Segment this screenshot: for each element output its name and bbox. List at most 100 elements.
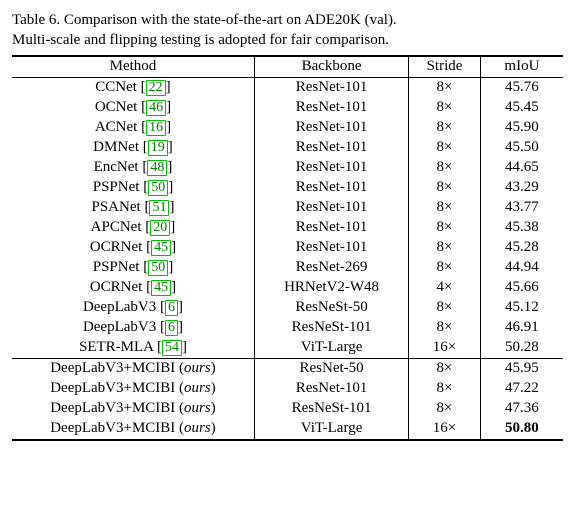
cell-stride: 8× [409,318,481,338]
cell-stride: 8× [409,77,481,98]
cell-backbone: ResNet-101 [254,77,408,98]
citation-link[interactable]: 19 [148,140,168,156]
cell-backbone: ResNet-101 [254,158,408,178]
cell-backbone: ViT-Large [254,338,408,359]
cell-backbone: ResNet-269 [254,258,408,278]
method-name: DMNet [93,139,143,155]
cell-method: DMNet [19] [12,138,254,158]
cell-method: DeepLabV3 [6] [12,318,254,338]
col-header-method: Method [12,56,254,78]
cell-stride: 8× [409,178,481,198]
table-row: DeepLabV3+MCIBI (ours)ResNeSt-1018×47.36 [12,399,563,419]
cell-method: DeepLabV3+MCIBI (ours) [12,419,254,440]
citation-link[interactable]: 54 [162,340,182,356]
citation-link[interactable]: 45 [151,280,171,296]
cell-miou: 47.22 [480,379,563,399]
caption-line-2: Multi-scale and flipping testing is adop… [12,32,389,48]
cell-miou: 45.45 [480,98,563,118]
cell-miou: 45.28 [480,238,563,258]
citation-link[interactable]: 45 [151,240,171,256]
cell-method: OCRNet [45] [12,278,254,298]
method-name: DeepLabV3 [83,299,160,315]
cell-stride: 8× [409,258,481,278]
table-row: DeepLabV3+MCIBI (ours)ViT-Large16×50.80 [12,419,563,440]
table-row: CCNet [22]ResNet-1018×45.76 [12,77,563,98]
method-name: OCNet [95,99,141,115]
method-name: PSPNet [93,259,143,275]
cell-miou: 47.36 [480,399,563,419]
cell-method: DeepLabV3+MCIBI (ours) [12,399,254,419]
col-header-miou: mIoU [480,56,563,78]
ours-label: ours [184,420,211,436]
citation-link[interactable]: 6 [165,300,178,316]
method-name: DeepLabV3+MCIBI ( [50,360,184,376]
table-row: DeepLabV3 [6]ResNeSt-1018×46.91 [12,318,563,338]
cell-stride: 8× [409,98,481,118]
citation-link[interactable]: 51 [149,200,169,216]
cell-backbone: ResNeSt-101 [254,399,408,419]
citation-link[interactable]: 20 [150,220,170,236]
table-row: OCRNet [45]ResNet-1018×45.28 [12,238,563,258]
cell-stride: 8× [409,138,481,158]
cell-backbone: ResNet-101 [254,118,408,138]
cell-backbone: ResNet-101 [254,98,408,118]
cell-backbone: ResNet-101 [254,238,408,258]
table-row: OCRNet [45]HRNetV2-W484×45.66 [12,278,563,298]
ours-label: ours [184,380,211,396]
cell-method: DeepLabV3 [6] [12,298,254,318]
cell-stride: 8× [409,118,481,138]
cell-stride: 8× [409,238,481,258]
cell-miou: 45.38 [480,218,563,238]
method-name: OCRNet [90,239,146,255]
method-name: OCRNet [90,279,146,295]
citation-link[interactable]: 22 [146,80,166,96]
cell-backbone: ResNet-101 [254,178,408,198]
table-row: DeepLabV3 [6]ResNeSt-508×45.12 [12,298,563,318]
method-name: APCNet [91,219,146,235]
citation-link[interactable]: 48 [147,160,167,176]
table-header-row: Method Backbone Stride mIoU [12,56,563,78]
cell-miou: 50.80 [480,419,563,440]
ours-label: ours [184,400,211,416]
cell-stride: 8× [409,358,481,379]
table-row: PSANet [51]ResNet-1018×43.77 [12,198,563,218]
cell-stride: 16× [409,338,481,359]
citation-link[interactable]: 16 [146,120,166,136]
table-row: DMNet [19]ResNet-1018×45.50 [12,138,563,158]
cell-backbone: ResNeSt-50 [254,298,408,318]
citation-link[interactable]: 46 [146,100,166,116]
method-name: CCNet [95,79,140,95]
table-row: PSPNet [50]ResNet-2698×44.94 [12,258,563,278]
cell-method: PSPNet [50] [12,178,254,198]
cell-miou: 44.65 [480,158,563,178]
citation-link[interactable]: 6 [165,320,178,336]
cell-backbone: HRNetV2-W48 [254,278,408,298]
cell-method: PSPNet [50] [12,258,254,278]
cell-miou: 45.76 [480,77,563,98]
cell-method: OCNet [46] [12,98,254,118]
cell-stride: 16× [409,419,481,440]
cell-method: CCNet [22] [12,77,254,98]
cell-stride: 8× [409,379,481,399]
cell-stride: 8× [409,218,481,238]
cell-method: ACNet [16] [12,118,254,138]
citation-link[interactable]: 50 [148,180,168,196]
table-row: EncNet [48]ResNet-1018×44.65 [12,158,563,178]
cell-stride: 8× [409,399,481,419]
cell-stride: 8× [409,298,481,318]
col-header-backbone: Backbone [254,56,408,78]
cell-method: DeepLabV3+MCIBI (ours) [12,379,254,399]
cell-miou: 45.90 [480,118,563,138]
cell-miou: 50.28 [480,338,563,359]
method-name: DeepLabV3+MCIBI ( [50,400,184,416]
method-name: SETR-MLA [79,339,157,355]
cell-backbone: ResNet-101 [254,138,408,158]
table-row: PSPNet [50]ResNet-1018×43.29 [12,178,563,198]
citation-link[interactable]: 50 [148,260,168,276]
cell-miou: 46.91 [480,318,563,338]
method-name: DeepLabV3 [83,319,160,335]
cell-method: DeepLabV3+MCIBI (ours) [12,358,254,379]
method-name: DeepLabV3+MCIBI ( [50,380,184,396]
cell-backbone: ResNet-50 [254,358,408,379]
table-row: DeepLabV3+MCIBI (ours)ResNet-1018×47.22 [12,379,563,399]
